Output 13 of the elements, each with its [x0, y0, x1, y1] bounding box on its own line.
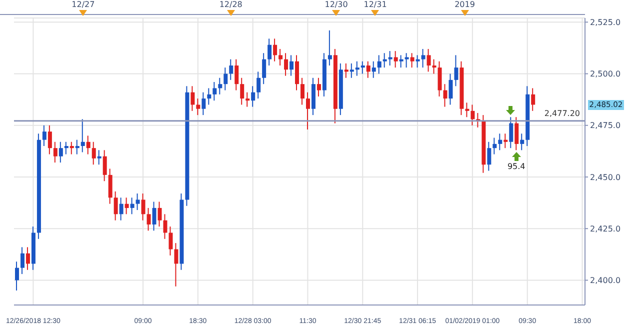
text: 12/27: [70, 0, 96, 10]
y-tick-label: 2,500.0: [590, 70, 621, 79]
text: 12/28: [218, 0, 244, 10]
text: 12/31: [362, 0, 388, 10]
ref-line-label: 2,477.20: [544, 108, 580, 118]
y-tick-label: 2,450.0: [590, 172, 621, 182]
text: 12/30: [324, 0, 349, 10]
annotation: 95.4: [506, 162, 526, 172]
y-tick-label: 2,475.0: [590, 121, 621, 130]
y-tick-label: 2,525.0: [590, 18, 621, 27]
y-tick-label: 2,400.0: [590, 276, 621, 286]
text: 2019: [454, 0, 476, 10]
y-tick-label: 2,425.0: [590, 224, 621, 234]
